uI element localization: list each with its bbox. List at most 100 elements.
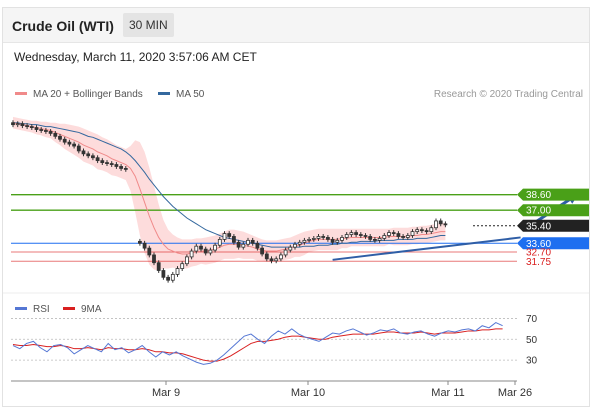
legend-swatch xyxy=(158,92,170,95)
rsi-legend-label: RSI xyxy=(33,304,50,315)
candle-up xyxy=(15,123,20,126)
candle-up xyxy=(288,246,293,251)
candle-down xyxy=(123,168,128,170)
candle-up xyxy=(405,235,410,238)
candle-up xyxy=(189,250,194,258)
rsi-line xyxy=(12,322,503,365)
candle-up xyxy=(274,258,279,262)
uptrend-line xyxy=(332,236,521,261)
candle-up xyxy=(180,263,185,269)
candle-down xyxy=(91,155,95,159)
candle-down xyxy=(401,236,406,238)
candle-up xyxy=(170,273,175,281)
candle-down xyxy=(86,153,91,157)
candle-down xyxy=(199,245,203,250)
rsi-tick-label: 50 xyxy=(526,335,538,346)
candle-down xyxy=(34,127,39,130)
candle-down xyxy=(396,233,401,237)
candle-up xyxy=(302,239,307,243)
ma20-line xyxy=(12,122,446,255)
candle-up xyxy=(382,235,387,239)
candle-down xyxy=(62,138,67,143)
candle-up xyxy=(293,243,297,248)
candle-down xyxy=(25,125,30,128)
candle-down xyxy=(354,232,359,235)
rsi-tick-label: 30 xyxy=(526,356,538,367)
candle-down xyxy=(76,145,81,152)
bollinger-band xyxy=(13,116,446,271)
candle-up xyxy=(246,239,250,245)
pivot-level-label: 35.40 xyxy=(526,221,551,232)
candle-down xyxy=(147,247,152,256)
resistance-level-label: 38.60 xyxy=(526,190,551,201)
candle-down xyxy=(227,233,232,237)
rsi-ma-line xyxy=(12,328,503,362)
candle-down xyxy=(269,258,274,262)
candle-down xyxy=(72,143,76,147)
candle-up xyxy=(307,238,312,241)
candle-up xyxy=(217,238,222,246)
candle-down xyxy=(321,236,326,238)
timeframe-button[interactable]: 30 MIN xyxy=(123,13,174,37)
instrument-title: Crude Oil (WTI) xyxy=(12,18,114,34)
candle-up xyxy=(283,249,288,256)
rsi-legend-swatch xyxy=(15,307,27,310)
candle-up xyxy=(194,245,199,252)
candle-up xyxy=(340,237,344,241)
support_weak-level-label: 32.70 xyxy=(526,248,551,259)
rsi-tick-label: 70 xyxy=(526,314,538,325)
rsi-legend-swatch xyxy=(63,307,75,310)
candle-down xyxy=(438,220,443,225)
candle-down xyxy=(264,253,269,260)
candle-down xyxy=(100,160,105,163)
candle-down xyxy=(44,130,48,132)
x-axis-tick-label: Mar 11 xyxy=(431,387,464,399)
candle-up xyxy=(222,233,227,240)
rsi-legend-label: 9MA xyxy=(81,304,102,315)
candle-down xyxy=(424,230,429,233)
candle-down xyxy=(39,129,44,131)
support_weak-level-label: 31.75 xyxy=(526,257,551,268)
support-level-tag xyxy=(517,237,589,250)
candle-down xyxy=(166,276,171,281)
candle-down xyxy=(119,166,123,169)
candle-up xyxy=(278,254,283,260)
candle-down xyxy=(137,240,142,244)
candle-up xyxy=(410,231,415,236)
candle-down xyxy=(231,236,236,243)
pivot-level-tag xyxy=(517,219,589,232)
candle-down xyxy=(109,163,114,165)
x-axis-tick-label: Mar 10 xyxy=(291,387,325,399)
candle-down xyxy=(95,157,100,162)
candle-down xyxy=(250,239,255,244)
candle-up xyxy=(297,241,302,245)
research-credit: Research © 2020 Trading Central xyxy=(434,89,583,100)
candle-down xyxy=(419,229,424,232)
candle-down xyxy=(152,254,156,264)
x-axis-tick-label: Mar 26 xyxy=(498,387,532,399)
legend-swatch xyxy=(15,92,27,95)
candle-down xyxy=(260,247,265,255)
candle-down xyxy=(114,164,119,167)
candle-down xyxy=(372,238,377,241)
candle-up xyxy=(387,232,391,236)
candle-down xyxy=(325,237,330,240)
resistance-level-tag xyxy=(517,188,589,201)
candle-up xyxy=(213,244,218,251)
candle-down xyxy=(330,238,335,243)
price-chart-svg: MA 20 + Bollinger Bands MA 50 Research © 2… xyxy=(3,89,589,399)
resistance-level-label: 37.00 xyxy=(526,206,551,217)
candle-down xyxy=(11,122,15,126)
resistance-level-tag xyxy=(517,204,589,217)
candle-up xyxy=(377,238,382,241)
candle-up xyxy=(344,234,349,238)
legend-label: MA 20 + Bollinger Bands xyxy=(33,89,143,100)
candle-up xyxy=(184,256,189,265)
candle-up xyxy=(434,220,438,229)
report-datetime: Wednesday, March 11, 2020 3:57:06 AM CET xyxy=(14,50,257,64)
candle-up xyxy=(349,232,354,235)
candle-up xyxy=(241,243,246,248)
candle-down xyxy=(358,234,363,236)
widget-header: Crude Oil (WTI) 30 MIN xyxy=(3,8,589,43)
chart-widget: Crude Oil (WTI) 30 MIN Wednesday, March … xyxy=(2,7,590,407)
